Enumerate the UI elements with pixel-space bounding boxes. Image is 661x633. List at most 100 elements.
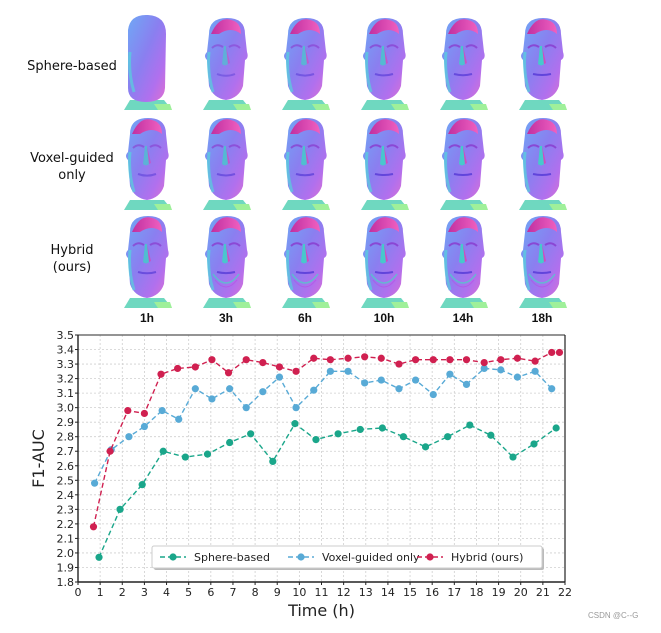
data-point — [275, 363, 284, 371]
data-point — [513, 373, 522, 381]
data-point — [91, 479, 99, 487]
data-point — [334, 430, 342, 438]
data-point — [140, 422, 149, 431]
data-point — [356, 425, 364, 434]
data-point — [292, 367, 300, 375]
f1-auc-chart: 0 1 2 3 4 5 6 7 8 9 10 11 12 13 14 15 16 17 18 19 20 21 221.81… — [29, 329, 572, 620]
data-point — [429, 356, 437, 364]
x-tick-label: 13 — [359, 586, 373, 599]
x-tick-label: 1 — [97, 586, 104, 599]
x-tick-label: 17 — [447, 586, 461, 599]
x-tick-label: 19 — [492, 586, 506, 599]
y-tick-label: 2.0 — [57, 547, 75, 560]
face-render-image — [513, 210, 569, 308]
face-render-image — [197, 12, 253, 110]
row-label: Sphere-based — [22, 58, 122, 75]
data-point — [158, 406, 166, 415]
data-point — [421, 443, 430, 451]
legend-box — [151, 545, 543, 569]
data-point — [531, 367, 539, 375]
data-point — [411, 356, 420, 364]
legend-label: Hybrid (ours) — [451, 551, 523, 564]
data-point — [138, 481, 146, 489]
legend-marker-icon — [297, 553, 305, 561]
watermark: CSDN @C--G — [588, 611, 639, 620]
face-render-image — [197, 112, 253, 210]
x-tick-label: 16 — [425, 586, 439, 599]
data-point — [157, 370, 165, 378]
x-tick-label: 9 — [274, 586, 281, 599]
face-render-image — [118, 12, 174, 110]
y-tick-label: 1.9 — [57, 561, 75, 574]
data-point — [224, 369, 233, 377]
series-line — [98, 422, 557, 558]
row-label-line: Voxel-guided — [30, 151, 114, 166]
data-point — [291, 420, 299, 428]
data-point — [509, 453, 517, 461]
row-label: Hybrid (ours) — [22, 242, 122, 276]
x-tick-label: 8 — [252, 586, 259, 599]
y-tick-label: 2.2 — [57, 518, 75, 531]
data-point — [377, 354, 385, 362]
data-point — [378, 424, 386, 432]
data-point — [444, 433, 452, 441]
x-tick-label: 7 — [229, 586, 236, 599]
data-point — [530, 440, 538, 448]
data-point — [480, 364, 488, 373]
data-point — [377, 376, 385, 384]
column-label: 1h — [139, 311, 154, 325]
row-label-line: only — [58, 168, 86, 183]
x-tick-label: 6 — [207, 586, 214, 599]
x-axis-label: Time (h) — [287, 601, 355, 620]
data-point — [275, 373, 284, 381]
x-tick-label: 14 — [381, 586, 395, 599]
column-label: 6h — [297, 311, 312, 325]
column-label: 3h — [218, 311, 233, 325]
data-point — [159, 447, 167, 455]
data-point — [399, 433, 408, 441]
x-tick-label: 4 — [163, 586, 170, 599]
data-point — [361, 353, 369, 361]
series-line — [93, 367, 553, 484]
y-tick-label: 2.7 — [57, 445, 75, 458]
data-point — [446, 356, 454, 364]
y-tick-label: 3.3 — [57, 358, 75, 371]
data-point — [89, 523, 98, 531]
row-label: Voxel-guided only — [22, 150, 122, 184]
data-point — [247, 430, 255, 438]
x-tick-label: 2 — [119, 586, 126, 599]
x-tick-label: 11 — [315, 586, 329, 599]
y-tick-label: 2.6 — [57, 460, 75, 473]
face-render-image — [118, 210, 174, 308]
data-point — [395, 385, 403, 393]
data-point — [462, 380, 471, 388]
x-tick-label: 15 — [403, 586, 417, 599]
face-render-image — [276, 210, 332, 308]
face-render-image — [355, 112, 411, 210]
data-point — [203, 450, 212, 458]
data-point — [513, 354, 522, 362]
x-tick-label: 18 — [469, 586, 483, 599]
y-tick-label: 2.3 — [57, 503, 75, 516]
face-render-image — [118, 112, 174, 210]
y-tick-label: 3.5 — [57, 329, 75, 342]
face-render-image — [513, 112, 569, 210]
x-tick-label: 0 — [75, 586, 82, 599]
x-tick-label: 20 — [514, 586, 528, 599]
data-point — [181, 453, 189, 461]
x-tick-label: 21 — [536, 586, 550, 599]
y-tick-label: 2.4 — [57, 489, 75, 502]
data-point — [242, 356, 250, 364]
data-point — [125, 433, 133, 441]
y-tick-label: 2.5 — [57, 474, 75, 487]
data-point — [208, 395, 216, 403]
data-point — [555, 348, 564, 357]
data-point — [292, 404, 300, 412]
data-point — [191, 363, 199, 371]
data-point — [191, 385, 199, 393]
face-render-image — [197, 210, 253, 308]
data-point — [226, 385, 234, 393]
data-point — [548, 385, 556, 393]
data-point — [411, 376, 420, 384]
y-tick-label: 3.4 — [57, 344, 75, 357]
